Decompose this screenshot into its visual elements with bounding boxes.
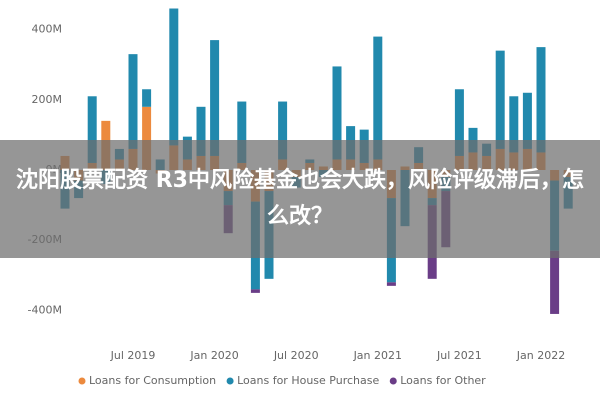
bar-segment — [536, 47, 546, 153]
bar-segment — [196, 106, 206, 156]
y-tick-label: -400M — [28, 303, 62, 316]
bar-segment — [278, 101, 288, 160]
banner-text: 沈阳股票配资 R3中风险基金也会大跌，风险评级滞后，怎么改？ — [16, 168, 584, 229]
x-tick-label: Jul 2021 — [436, 349, 482, 362]
bar-segment — [210, 40, 220, 156]
x-tick-label: Jul 2019 — [110, 349, 156, 362]
x-tick-label: Jan 2021 — [353, 349, 402, 362]
legend-label: Loans for Consumption — [89, 374, 216, 387]
x-tick-label: Jul 2020 — [273, 349, 319, 362]
bar-segment — [509, 96, 519, 153]
x-tick-label: Jan 2020 — [189, 349, 238, 362]
bar-segment — [495, 50, 505, 149]
bar-segment — [142, 89, 152, 107]
bar-segment — [454, 89, 464, 156]
bar-segment — [522, 92, 532, 149]
bar-segment — [87, 96, 97, 163]
bar-segment — [332, 66, 342, 160]
legend-marker — [226, 377, 234, 385]
y-tick-label: 400M — [32, 23, 63, 36]
legend-label: Loans for Other — [400, 374, 486, 387]
legend-marker — [78, 377, 86, 385]
x-tick-label: Jan 2022 — [516, 349, 565, 362]
bar-segment — [237, 101, 247, 163]
banner: 沈阳股票配资 R3中风险基金也会大跌，风险评级滞后，怎么改？ — [0, 140, 600, 258]
bar-segment — [550, 250, 560, 314]
legend-marker — [389, 377, 397, 385]
bar-segment — [373, 36, 383, 160]
bar-segment — [128, 54, 138, 149]
bar-segment — [169, 8, 179, 146]
bar-segment — [142, 106, 152, 170]
y-tick-label: 200M — [32, 93, 63, 106]
bar-segment — [250, 289, 260, 293]
bar-segment — [386, 282, 396, 286]
legend-label: Loans for House Purchase — [237, 374, 379, 387]
